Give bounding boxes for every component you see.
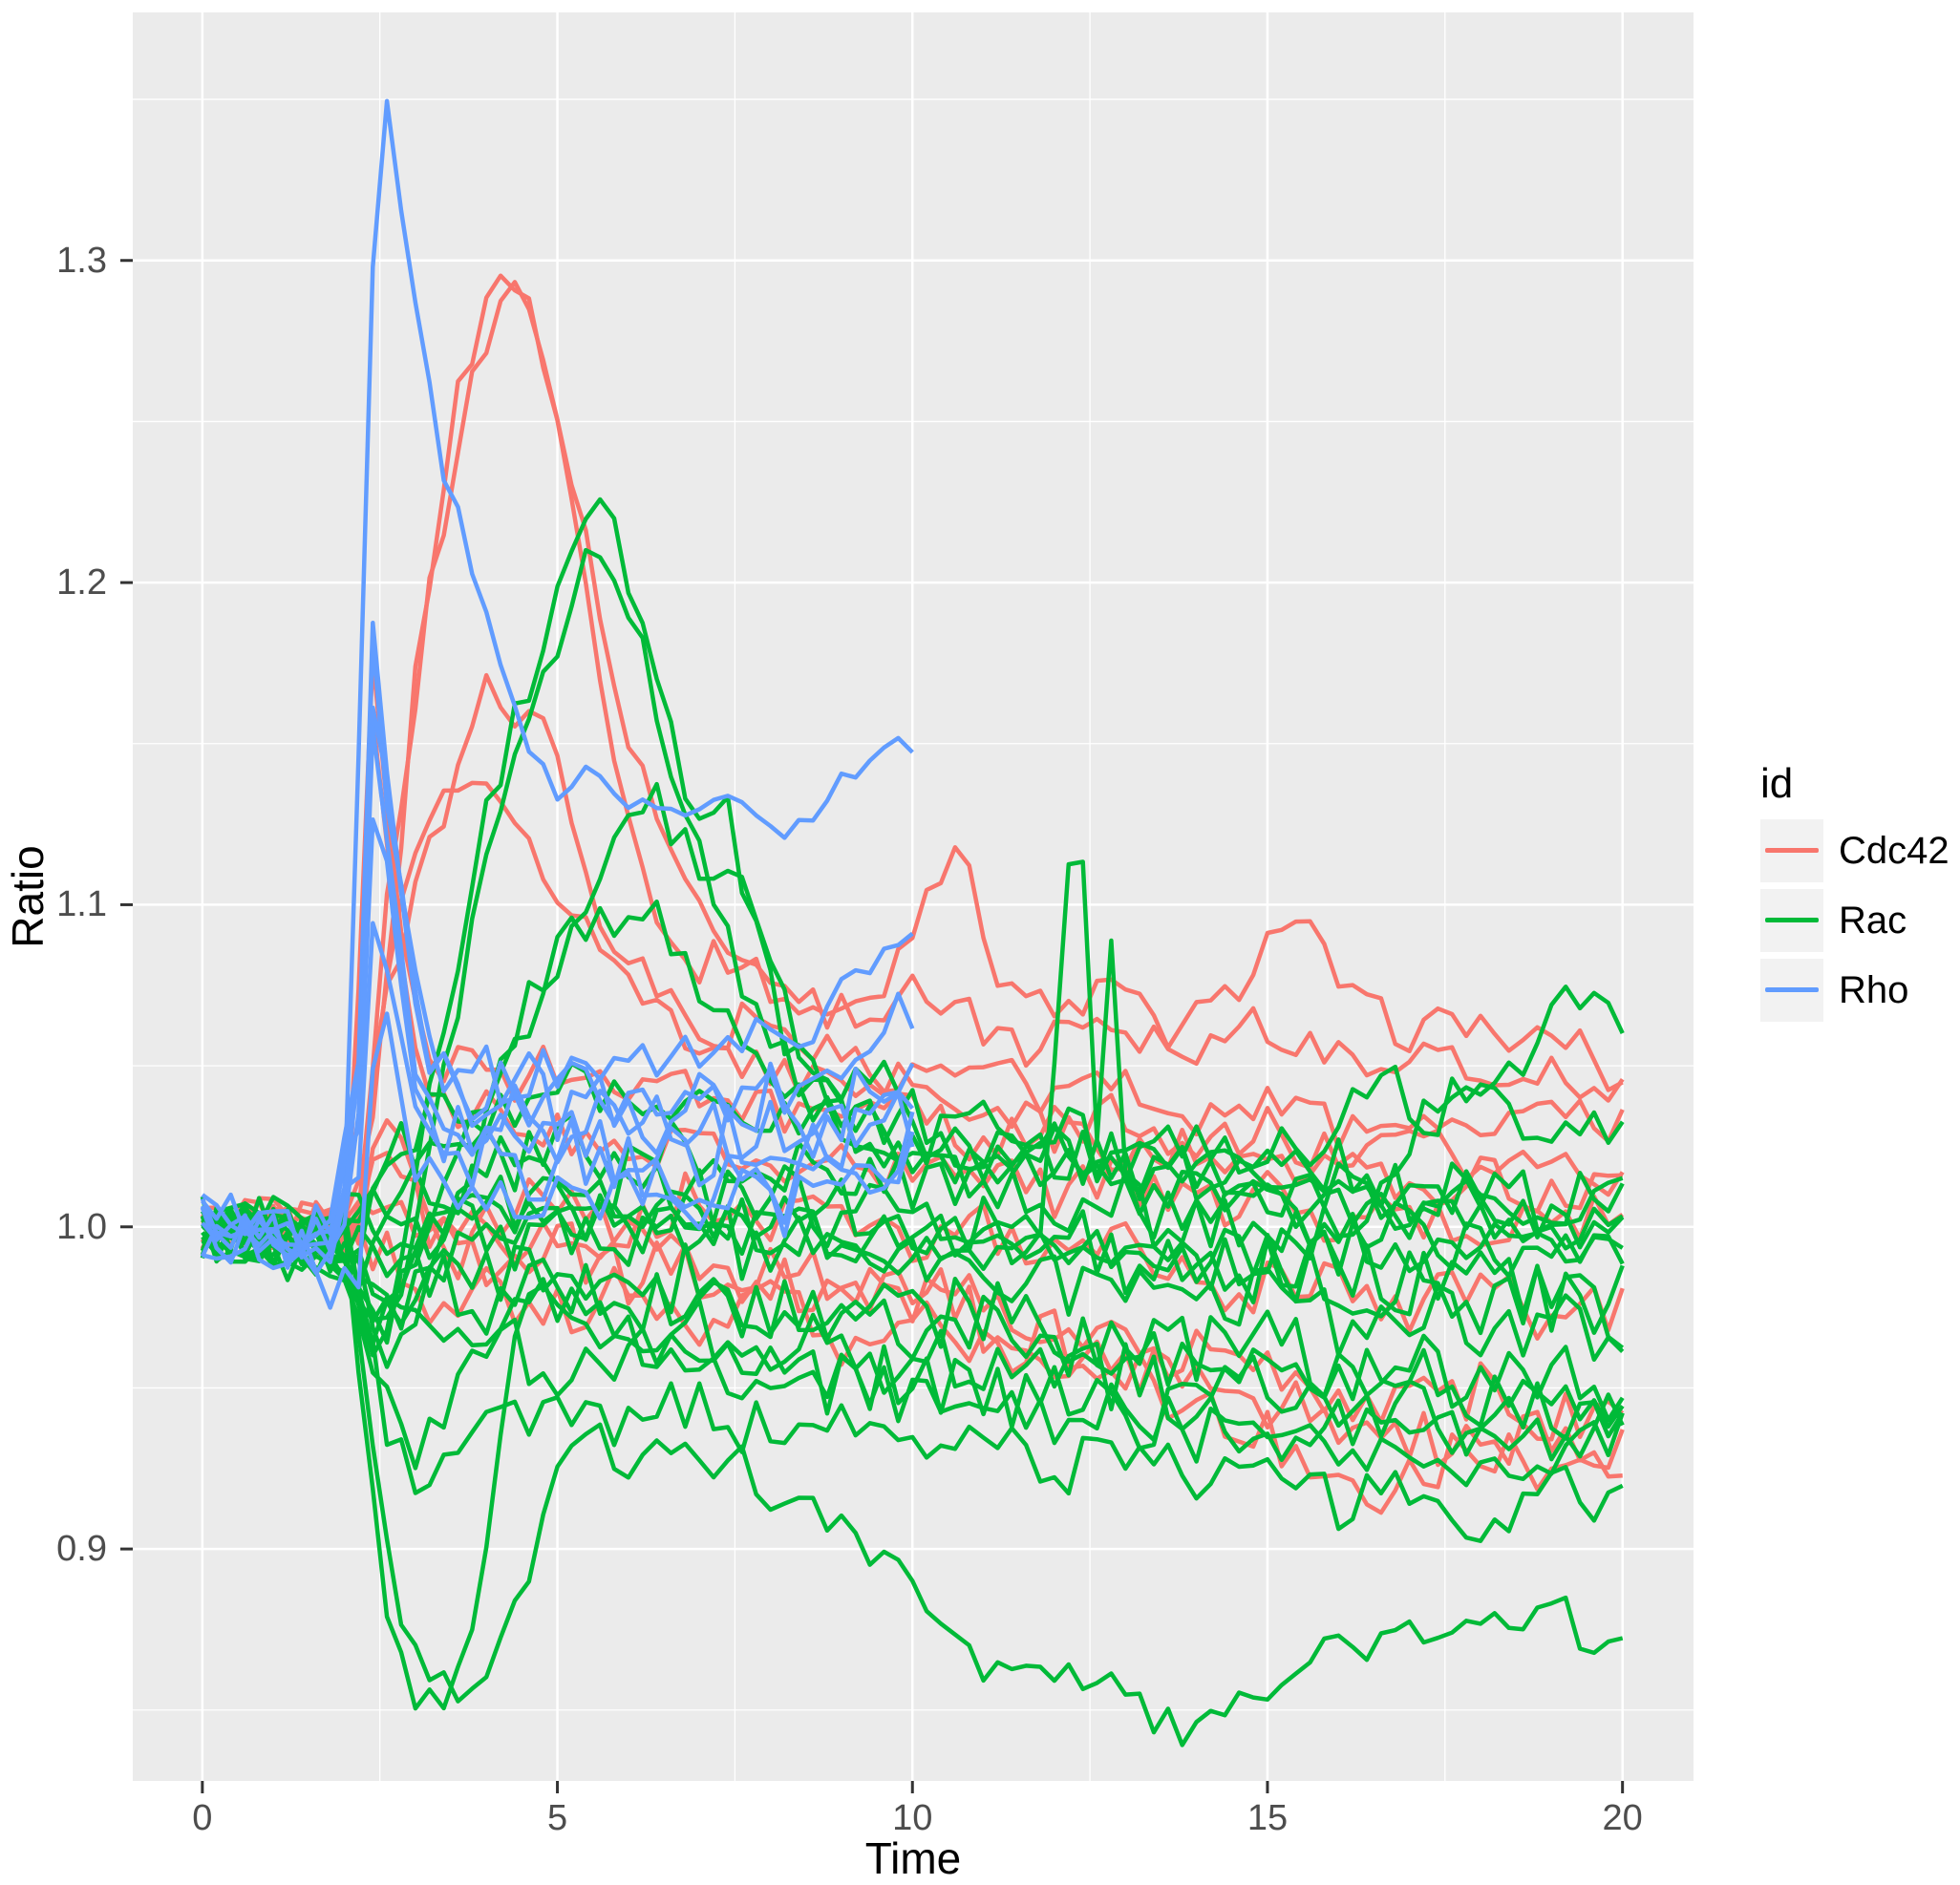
x-axis-title: Time [864, 1833, 962, 1883]
series-line-rho [201, 817, 915, 1260]
series-line-cdc42 [201, 1220, 1623, 1479]
y-tick-label: 1.3 [56, 240, 107, 281]
series-line-rac [202, 1218, 1624, 1747]
series-line-cdc42 [200, 273, 1624, 1245]
y-tick-label: 1.0 [56, 1206, 107, 1247]
legend-key-line-icon [1765, 918, 1819, 922]
series-line-rac [201, 859, 1624, 1279]
series-line-rac [200, 1168, 1625, 1350]
legend-title: id [1760, 760, 1794, 807]
y-axis-title: Ratio [3, 845, 53, 948]
legend-label-rho: Rho [1839, 968, 1909, 1011]
y-tick-label: 0.9 [56, 1529, 107, 1570]
legend-entry-rac: Rac [1760, 889, 1960, 952]
series-line-rac [201, 497, 1624, 1358]
series-line-rho [200, 621, 914, 1258]
x-tick-label: 15 [1246, 1798, 1289, 1838]
legend-label-cdc42: Cdc42 [1839, 829, 1949, 872]
legend-entry-cdc42: Cdc42 [1760, 819, 1960, 882]
x-tick-label: 5 [546, 1798, 568, 1838]
legend-key-rac [1760, 889, 1823, 952]
legend-entry-rho: Rho [1760, 959, 1960, 1022]
legend-key-line-icon [1765, 848, 1819, 853]
series-line-rho [200, 921, 915, 1276]
series-line-rac [200, 1205, 1625, 1423]
series-line-cdc42 [201, 780, 1625, 1249]
legend-label-rac: Rac [1839, 899, 1907, 942]
legend-key-rho [1760, 959, 1823, 1022]
series-line-rac [201, 781, 1625, 1345]
series-line-rho [201, 1011, 915, 1310]
y-tick-label: 1.1 [56, 884, 107, 925]
x-tick-label: 10 [892, 1798, 933, 1838]
series-line-rho [200, 636, 915, 1264]
x-tick-label: 20 [1602, 1798, 1643, 1838]
series-line-rac [200, 1120, 1625, 1335]
legend-key-line-icon [1765, 987, 1819, 992]
series-line-rac [202, 1209, 1625, 1455]
series-line-rac [200, 985, 1625, 1326]
y-tick-label: 1.2 [56, 562, 107, 604]
legend: id Cdc42 Rac Rho [1760, 760, 1960, 1028]
series-line-rac [201, 1207, 1625, 1711]
series-line-cdc42 [201, 1197, 1625, 1515]
legend-key-cdc42 [1760, 819, 1823, 882]
series-line-rac [201, 1216, 1624, 1543]
x-tick-label: 0 [192, 1798, 213, 1838]
